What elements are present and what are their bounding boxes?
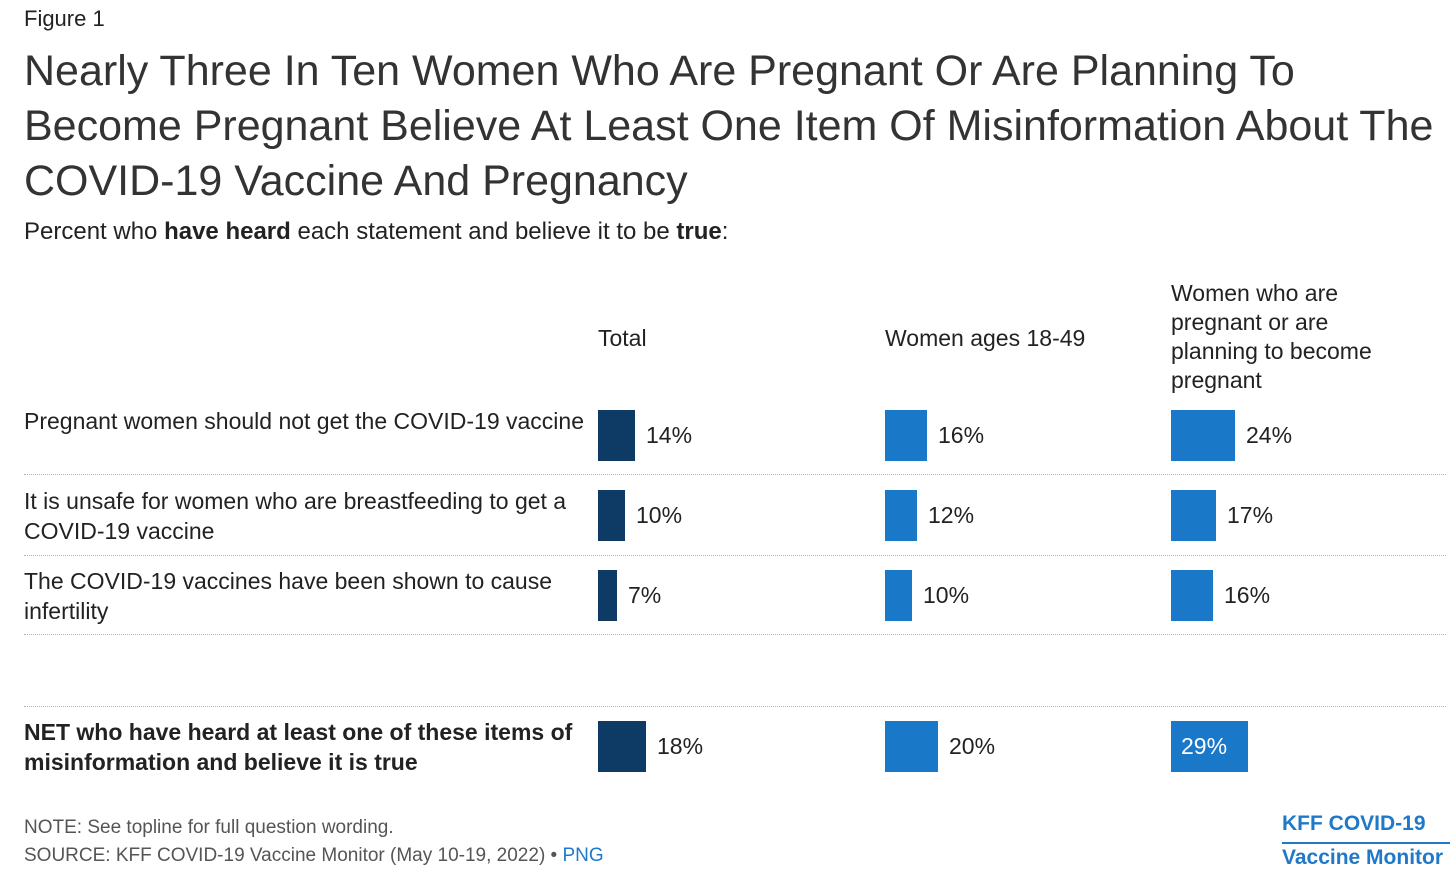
png-link[interactable]: PNG: [562, 845, 604, 866]
row-divider: [24, 706, 1446, 707]
row-label-net: NET who have heard at least one of these…: [24, 719, 573, 775]
bar-total-not-get-vaccine: [598, 410, 635, 461]
column-header-pregnant: Women who are pregnant or are planning t…: [1171, 280, 1372, 393]
chart-title: Nearly Three In Ten Women Who Are Pregna…: [24, 47, 1434, 205]
value-label-women-infertility: 10%: [923, 582, 970, 608]
source-label: SOURCE: KFF COVID-19 Vaccine Monitor (Ma…: [24, 845, 563, 866]
row-label-infertility: The COVID-19 vaccines have been shown to…: [24, 568, 553, 624]
row-divider: [24, 555, 1446, 556]
bar-pregnant-not-get-vaccine: [1171, 410, 1235, 461]
row-label-breastfeeding: It is unsafe for women who are breastfee…: [24, 488, 567, 544]
figure-label: Figure 1: [24, 6, 105, 31]
bar-women-not-get-vaccine: [885, 410, 927, 461]
bar-total-breastfeeding: [598, 490, 625, 541]
value-label-total-net: 18%: [657, 733, 704, 759]
value-label-total-infertility: 7%: [628, 582, 662, 608]
bar-pregnant-infertility: [1171, 570, 1213, 621]
value-label-women-net: 20%: [949, 733, 996, 759]
chart-subtitle: Percent who have heard each statement an…: [24, 218, 729, 245]
bar-women-breastfeeding: [885, 490, 917, 541]
value-label-women-breastfeeding: 12%: [928, 502, 975, 528]
value-label-pregnant-not-get-vaccine: 24%: [1246, 422, 1293, 448]
brand-line-2: Vaccine Monitor: [1282, 846, 1444, 869]
bar-pregnant-breastfeeding: [1171, 490, 1216, 541]
column-header-women: Women ages 18-49: [885, 325, 1086, 351]
brand-divider: [1282, 842, 1450, 844]
value-label-women-not-get-vaccine: 16%: [938, 422, 985, 448]
brand-line-1: KFF COVID-19: [1282, 812, 1426, 835]
bar-women-net: [885, 721, 938, 772]
row-divider: [24, 474, 1446, 475]
bar-pregnant-net: [1171, 721, 1248, 772]
source-text: SOURCE: KFF COVID-19 Vaccine Monitor (Ma…: [24, 845, 604, 867]
value-label-pregnant-infertility: 16%: [1224, 582, 1271, 608]
row-label-not-get-vaccine: Pregnant women should not get the COVID-…: [24, 408, 584, 434]
value-label-pregnant-net: 29%: [1181, 733, 1228, 759]
row-divider: [24, 634, 1446, 635]
column-header-total: Total: [598, 325, 647, 351]
bar-total-net: [598, 721, 646, 772]
bar-women-infertility: [885, 570, 912, 621]
value-label-pregnant-breastfeeding: 17%: [1227, 502, 1274, 528]
value-label-total-not-get-vaccine: 14%: [646, 422, 693, 448]
value-label-total-breastfeeding: 10%: [636, 502, 683, 528]
bar-total-infertility: [598, 570, 617, 621]
note-text: NOTE: See topline for full question word…: [24, 817, 394, 838]
